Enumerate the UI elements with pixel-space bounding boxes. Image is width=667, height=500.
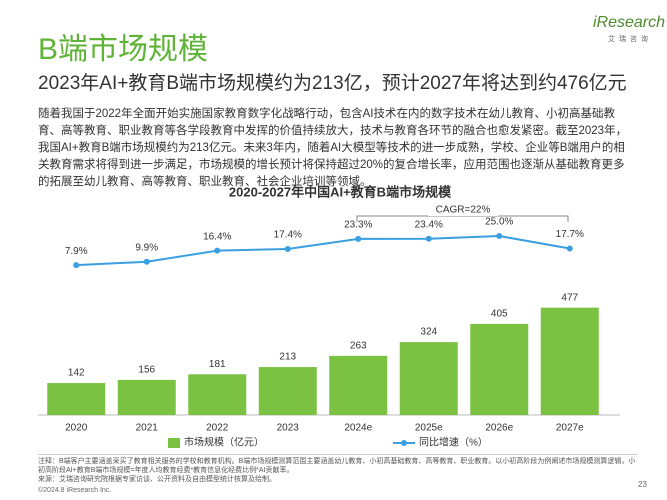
data-label: 17.7%: [556, 229, 584, 240]
x-tick-label: 2026e: [485, 423, 513, 434]
bar: [399, 342, 458, 415]
note: 注释：B端客户主要涵盖采买了教育相关服务的学校和教育机构。B端市场规模测算范围主…: [38, 458, 636, 474]
data-label: 181: [209, 359, 226, 370]
x-tick-label: 2022: [206, 423, 229, 434]
x-tick-label: 2020: [65, 423, 88, 434]
line-point: [284, 245, 291, 252]
data-label: 324: [420, 327, 437, 338]
bar: [470, 323, 529, 415]
logo: iResearch: [593, 14, 666, 31]
data-label: 405: [491, 309, 508, 320]
x-tick-label: 2024e: [344, 423, 372, 434]
line: [76, 235, 570, 267]
bracket-line: [356, 215, 569, 222]
x-tick-label: 2023: [277, 423, 300, 434]
bar: [188, 374, 247, 415]
data-label: 9.9%: [135, 242, 158, 253]
cagr-bracket: [356, 215, 569, 222]
logo-tagline: 艾 瑞 咨 询: [608, 36, 649, 43]
notes: 注释：B端客户主要涵盖采买了教育相关服务的学校和教育机构。B端市场规模测算范围主…: [38, 454, 638, 484]
line-point: [143, 258, 150, 265]
data-label: 213: [279, 352, 296, 363]
bar: [47, 383, 106, 415]
page-title: B端市场规模: [38, 33, 209, 66]
bar: [117, 379, 176, 415]
legend-label: 市场规模（亿元）: [184, 436, 264, 449]
line-point: [566, 245, 573, 252]
bar: [540, 307, 599, 415]
data-label: 142: [68, 368, 85, 379]
data-label: 7.9%: [65, 246, 88, 257]
data-label: 16.4%: [203, 231, 231, 242]
data-label: 23.3%: [344, 220, 372, 231]
line-point: [496, 233, 503, 240]
line-point: [355, 235, 362, 242]
data-label: 23.4%: [415, 219, 443, 230]
source: 来源：艾瑞咨询研究院根据专家访谈、公开资料及自由模型统计核算及绘制。: [38, 476, 276, 483]
x-tick-label: 2021: [136, 423, 159, 434]
x-tick-label: 2027e: [556, 423, 584, 434]
chart: 2020-2027年中国AI+教育B端市场规模 CAGR=22% 2020 202…: [38, 184, 620, 449]
data-label: 263: [350, 340, 367, 351]
legend-swatch: [401, 440, 407, 446]
annotation: CAGR=22%: [436, 205, 491, 216]
bar: [329, 355, 388, 415]
line-point: [425, 235, 432, 242]
data-label: 25.0%: [485, 217, 513, 228]
page-subtitle: 2023年AI+教育B端市场规模约为213亿，预计2027年将达到约476亿元: [38, 73, 627, 94]
bar: [258, 367, 317, 415]
data-label: 156: [138, 365, 155, 376]
legend-label: 同比增速（%）: [419, 436, 488, 449]
annotation-bg: [428, 203, 498, 216]
body-text: 随着我国于2022年全面开始实施国家教育数字化战略行动，包含AI技术在内的数字技…: [38, 108, 628, 188]
data-label: 17.4%: [274, 230, 302, 241]
line-point: [214, 247, 221, 254]
data-label: 477: [561, 292, 578, 303]
legend-swatch: [168, 438, 180, 448]
chart-title: 2020-2027年中国AI+教育B端市场规模: [229, 184, 452, 199]
x-tick-label: 2025e: [415, 423, 443, 434]
footer: ©2024.8 iResearch Inc.: [38, 487, 112, 494]
page-number: 23: [638, 480, 647, 489]
line-point: [73, 262, 80, 269]
